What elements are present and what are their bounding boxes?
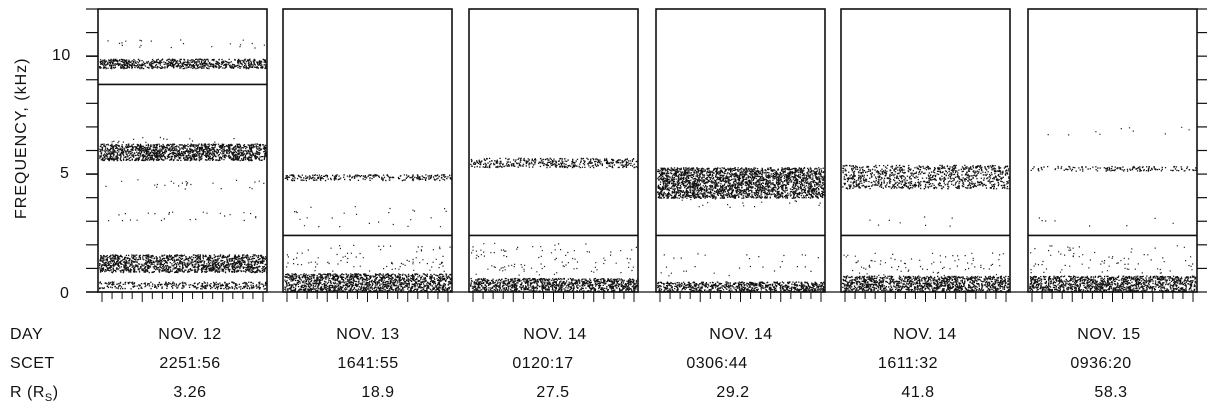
panel-2-scet: 1641:55 (337, 355, 399, 372)
panel-4-scet: 0306:44 (686, 355, 748, 372)
y-axis-label: FREQUENCY, (kHz) (13, 57, 30, 220)
panel-frame (1027, 8, 1198, 293)
panel-1-scet: 2251:56 (159, 355, 221, 372)
panel-frame (655, 8, 826, 293)
panel-5 (840, 8, 1011, 302)
panel-6 (1027, 8, 1198, 302)
emission-band-2 (1030, 165, 1197, 172)
panel-3-scet: 0120:17 (512, 355, 574, 372)
emission-band-2 (470, 157, 639, 169)
panel-1-r: 3.26 (173, 384, 207, 401)
panel-6-scet: 0936:20 (1070, 355, 1132, 372)
panel-2 (282, 8, 453, 302)
row-label-r-subscript: S (44, 392, 53, 405)
panel-frame (282, 8, 453, 293)
row-label-scet: SCET (10, 355, 55, 372)
panel-5-day: NOV. 14 (893, 326, 957, 343)
emission-band-1 (284, 273, 453, 293)
panel-3 (468, 8, 639, 302)
spectrogram-plot (86, 8, 1207, 302)
emission-band-4 (99, 58, 267, 70)
emission-band-2 (842, 164, 1010, 190)
y-tick-label-5: 5 (60, 165, 70, 182)
emission-band-2 (284, 174, 453, 182)
scatter-dots-3 (847, 266, 998, 277)
panel-6-r: 58.3 (1094, 384, 1128, 401)
y-tick-label-0: 0 (60, 285, 70, 302)
emission-band-1 (99, 281, 267, 290)
row-label-r-text: R (10, 384, 23, 401)
panel-frame (840, 8, 1011, 293)
scatter-dots-2 (1034, 254, 1194, 265)
row-label-r-close: ) (52, 384, 59, 401)
panel-1 (97, 8, 268, 302)
row-label-day: DAY (10, 326, 44, 343)
emission-band-1 (470, 277, 639, 293)
y-tick-label-10: 10 (52, 47, 71, 64)
panel-frame (468, 8, 639, 293)
panel-3-day: NOV. 14 (523, 326, 587, 343)
panel-2-r: 18.9 (361, 384, 395, 401)
panel-5-r: 41.8 (901, 384, 935, 401)
panel-2-day: NOV. 13 (336, 326, 400, 343)
row-label-r: R (RS) (10, 384, 59, 404)
panel-5-scet: 1611:32 (877, 355, 939, 372)
emission-band-3 (99, 143, 268, 162)
emission-band-1 (1029, 275, 1197, 293)
emission-band-2 (99, 254, 268, 274)
scatter-dots-3 (108, 211, 257, 222)
panel-4 (655, 8, 826, 302)
panel-3-r: 27.5 (536, 384, 570, 401)
panel-4-day: NOV. 14 (709, 326, 773, 343)
emission-band-1 (657, 281, 826, 293)
panel-6-day: NOV. 15 (1077, 326, 1141, 343)
panel-4-r: 29.2 (716, 384, 750, 401)
emission-band-2 (657, 167, 826, 199)
scatter-dots-1 (855, 258, 1001, 270)
emission-band-1 (842, 275, 1010, 293)
row-label-r-open: (R (22, 384, 45, 401)
panel-1-day: NOV. 12 (158, 326, 222, 343)
scatter-dots-3 (472, 242, 637, 254)
